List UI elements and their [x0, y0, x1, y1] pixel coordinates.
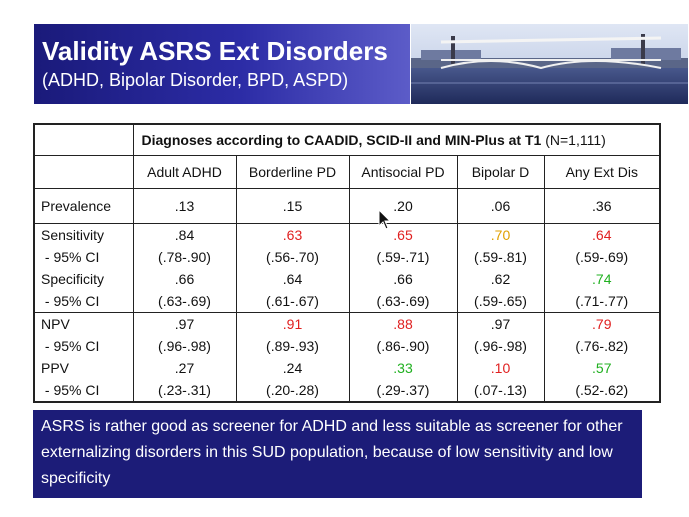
cell-value: (.76-.82)	[575, 338, 629, 354]
table-cell-group: .65 (.59-.71) .66 (.63-.69)	[348, 223, 458, 313]
cell-value: .63	[282, 227, 303, 243]
table-cell-group: .79 (.76-.82) .57 (.52-.62)	[543, 312, 661, 403]
cell-value: (.86-.90)	[376, 338, 430, 354]
cell-value: (.07-.13)	[474, 382, 527, 398]
cell-value: .27	[174, 360, 195, 376]
cell-value: .62	[490, 271, 511, 287]
table-cell-group: .97 (.96-.98) .27 (.23-.31)	[132, 312, 237, 403]
slide-title: Validity ASRS Ext Disorders	[42, 36, 388, 66]
cell-value: .91	[282, 316, 303, 332]
cell-value: (.78-.90)	[158, 249, 211, 265]
cell-value: (.23-.31)	[158, 382, 211, 398]
row-label-prevalence: Prevalence	[33, 188, 134, 224]
cell-value: .66	[393, 271, 413, 287]
cell-value: .24	[282, 360, 303, 376]
column-header: Any Ext Dis	[543, 155, 661, 189]
table-cell-group: .88 (.86-.90) .33 (.29-.37)	[348, 312, 458, 403]
row-label: - 95% CI	[41, 338, 100, 354]
column-header: Antisocial PD	[348, 155, 458, 189]
row-label: Specificity	[41, 271, 105, 287]
table-cell: .13	[132, 188, 237, 224]
table-cell: .20	[348, 188, 458, 224]
cell-value: .97	[490, 316, 511, 332]
table-caption-text: Diagnoses according to CAADID, SCID-II a…	[141, 132, 542, 148]
table-cell-group: .64 (.59-.69) .74 (.71-.77)	[543, 223, 661, 313]
cell-value: .64	[592, 227, 612, 243]
cell-value: (.59-.71)	[376, 249, 430, 265]
table-cell: .36	[543, 188, 661, 224]
cell-value: (.63-.69)	[158, 293, 211, 309]
row-label: Sensitivity	[41, 227, 105, 243]
column-header: Bipolar D	[456, 155, 545, 189]
canal-bridge-photo	[411, 24, 688, 104]
title-banner: Validity ASRS Ext Disorders (ADHD, Bipol…	[34, 24, 410, 104]
cell-value: (.59-.69)	[575, 249, 629, 265]
cell-value: .65	[393, 227, 413, 243]
cell-value: (.56-.70)	[266, 249, 319, 265]
validity-table: Diagnoses according to CAADID, SCID-II a…	[33, 123, 662, 403]
cell-value: (.20-.28)	[266, 382, 319, 398]
row-labels-npv-ppv: NPV - 95% CI PPV - 95% CI	[33, 312, 134, 403]
row-label: - 95% CI	[41, 293, 100, 309]
table-cell-group: .97 (.96-.98) .10 (.07-.13)	[456, 312, 545, 403]
cell-value: (.89-.93)	[266, 338, 319, 354]
cell-value: (.59-.81)	[474, 249, 527, 265]
table-cell-group: .70 (.59-.81) .62 (.59-.65)	[456, 223, 545, 313]
table-cell-group: .91 (.89-.93) .24 (.20-.28)	[235, 312, 350, 403]
cell-value: (.71-.77)	[575, 293, 629, 309]
table-cell: .06	[456, 188, 545, 224]
cell-value: .84	[174, 227, 195, 243]
row-label: NPV	[41, 316, 70, 332]
cell-value: (.59-.65)	[474, 293, 527, 309]
row-label: - 95% CI	[41, 249, 100, 265]
cell-value: .10	[490, 360, 511, 376]
table-cell-group: .63 (.56-.70) .64 (.61-.67)	[235, 223, 350, 313]
cell-value: (.96-.98)	[158, 338, 211, 354]
mouse-pointer-icon	[378, 208, 392, 236]
column-header: Adult ADHD	[132, 155, 237, 189]
row-labels-sens-spec: Sensitivity - 95% CI Specificity - 95% C…	[33, 223, 134, 313]
cell-value: .79	[592, 316, 612, 332]
conclusion-box: ASRS is rather good as screener for ADHD…	[33, 410, 642, 498]
cell-value: .66	[174, 271, 195, 287]
table-header-empty	[33, 155, 134, 189]
slide-subtitle: (ADHD, Bipolar Disorder, BPD, ASPD)	[42, 70, 349, 90]
column-header: Borderline PD	[235, 155, 350, 189]
cell-value: .57	[592, 360, 612, 376]
table-cell-group: .84 (.78-.90) .66 (.63-.69)	[132, 223, 237, 313]
cell-value: (.63-.69)	[376, 293, 430, 309]
cell-value: .64	[282, 271, 303, 287]
cell-value: .70	[490, 227, 511, 243]
table-caption: Diagnoses according to CAADID, SCID-II a…	[132, 123, 661, 156]
cell-value: (.96-.98)	[474, 338, 527, 354]
cell-value: (.52-.62)	[575, 382, 629, 398]
table-caption-n: (N=1,111)	[545, 132, 606, 148]
cell-value: .88	[393, 316, 413, 332]
cell-value: (.29-.37)	[376, 382, 430, 398]
cell-value: .97	[174, 316, 195, 332]
table-cell: .15	[235, 188, 350, 224]
row-label: - 95% CI	[41, 382, 100, 398]
row-label: PPV	[41, 360, 70, 376]
cell-value: (.61-.67)	[266, 293, 319, 309]
cell-value: .74	[592, 271, 612, 287]
cell-value: .33	[393, 360, 413, 376]
table-corner	[33, 123, 134, 156]
